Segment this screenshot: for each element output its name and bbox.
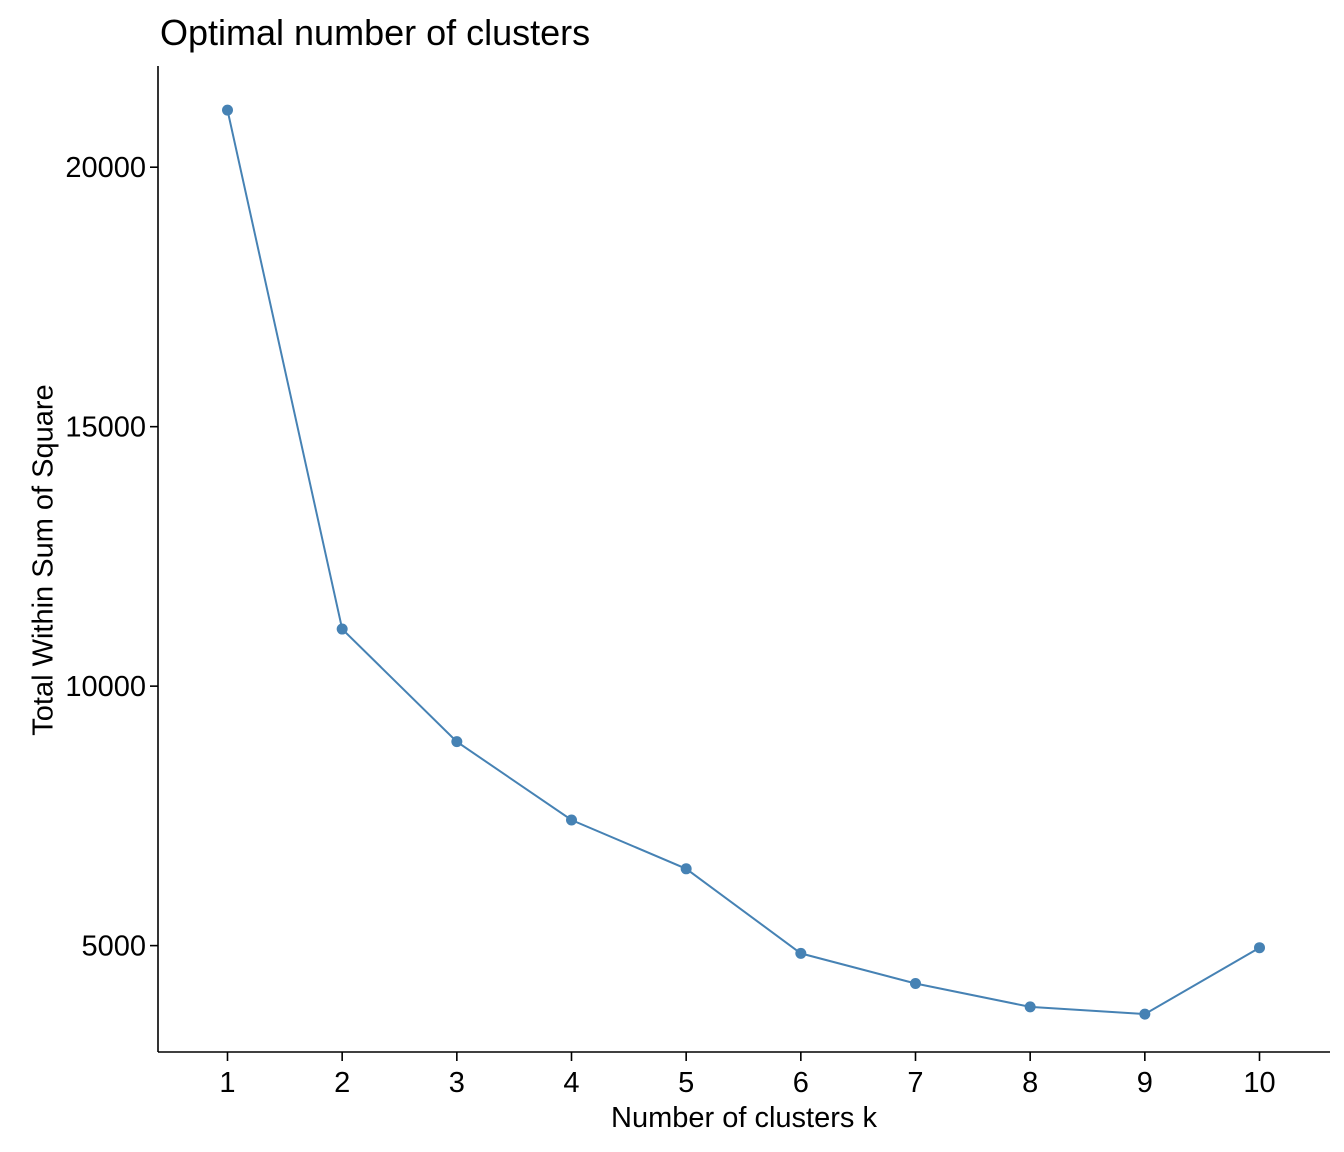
data-point: [566, 814, 577, 826]
data-point: [1254, 942, 1265, 954]
chart-title: Optimal number of clusters: [160, 12, 591, 53]
x-axis-label: Number of clusters k: [611, 1102, 877, 1134]
x-tick-label: 4: [563, 1067, 579, 1099]
y-tick-label: 15000: [65, 412, 146, 444]
x-tick-label: 3: [449, 1067, 465, 1099]
x-tick-label: 7: [907, 1067, 923, 1099]
y-tick-label: 5000: [81, 931, 146, 963]
x-tick-label: 1: [219, 1067, 235, 1099]
data-point: [1139, 1008, 1151, 1020]
x-tick-label: 10: [1243, 1067, 1275, 1099]
y-tick-label: 20000: [65, 152, 146, 184]
data-point: [910, 977, 921, 989]
x-tick-label: 5: [678, 1067, 694, 1099]
x-tick-label: 8: [1022, 1067, 1038, 1099]
x-tick-label: 2: [334, 1067, 350, 1099]
series-line: [226, 109, 1261, 1016]
data-point: [680, 863, 692, 875]
data-point: [1024, 1001, 1036, 1013]
data-point: [336, 623, 348, 635]
y-tick-label: 10000: [65, 671, 146, 703]
y-axis-label: Total Within Sum of Square: [27, 384, 60, 736]
axes: 5000 10000 15000 20000 1 2 3 4 5 6 7 8 9 10: [65, 66, 1330, 1099]
data-point: [795, 947, 807, 959]
data-point: [222, 104, 233, 116]
x-tick-label: 6: [793, 1067, 809, 1099]
data-point: [451, 736, 463, 748]
x-tick-label: 9: [1137, 1067, 1153, 1099]
series-layer: [222, 104, 1265, 1020]
